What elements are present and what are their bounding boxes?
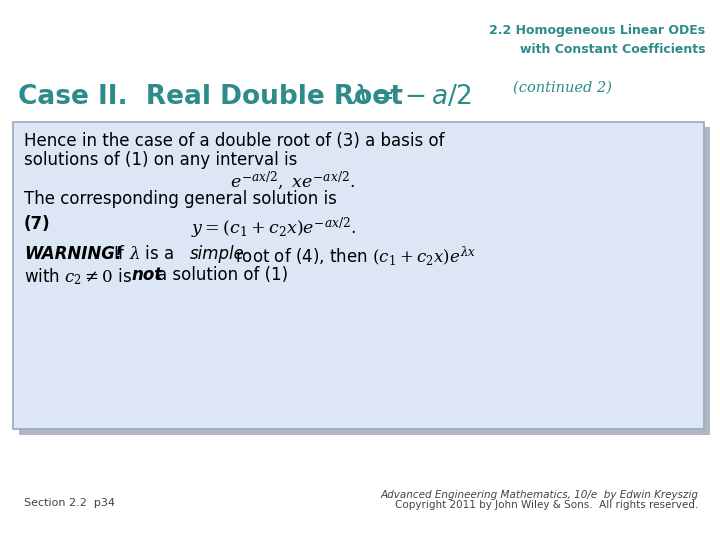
Text: $\lambda$: $\lambda$ [351, 84, 366, 110]
Text: $y = (c_1 + c_2 x)e^{-ax/2}.$: $y = (c_1 + c_2 x)e^{-ax/2}.$ [191, 215, 356, 241]
Text: a solution of (1): a solution of (1) [157, 266, 288, 284]
Text: (continued 2): (continued 2) [513, 81, 612, 95]
Text: root of (4), then $(c_1 + c_2 x)e^{\lambda x}$: root of (4), then $(c_1 + c_2 x)e^{\lamb… [235, 245, 475, 268]
Text: solutions of (1) on any interval is: solutions of (1) on any interval is [24, 151, 297, 169]
Text: $= -a/2$: $= -a/2$ [367, 84, 472, 110]
Text: $e^{-ax/2},\ xe^{-ax/2}.$: $e^{-ax/2},\ xe^{-ax/2}.$ [230, 170, 356, 193]
Text: Advanced Engineering Mathematics, 10/e  by Edwin Kreyszig: Advanced Engineering Mathematics, 10/e b… [380, 489, 698, 500]
Text: WARNING!: WARNING! [24, 245, 122, 262]
Text: (7): (7) [24, 215, 50, 233]
Text: not: not [132, 266, 163, 284]
Text: with $c_2 \neq 0$ is: with $c_2 \neq 0$ is [24, 266, 132, 287]
Text: 2.2 Homogeneous Linear ODEs: 2.2 Homogeneous Linear ODEs [490, 24, 706, 37]
Text: Hence in the case of a double root of (3) a basis of: Hence in the case of a double root of (3… [24, 132, 444, 150]
Text: simple: simple [189, 245, 244, 262]
Text: The corresponding general solution is: The corresponding general solution is [24, 190, 337, 208]
Text: Copyright 2011 by John Wiley & Sons.  All rights reserved.: Copyright 2011 by John Wiley & Sons. All… [395, 500, 698, 510]
Text: with Constant Coefficients: with Constant Coefficients [520, 43, 706, 56]
Text: Section 2.2  p34: Section 2.2 p34 [24, 497, 114, 508]
Text: Case II.  Real Double Root: Case II. Real Double Root [18, 84, 412, 110]
Text: If $\lambda$ is a: If $\lambda$ is a [113, 245, 174, 262]
